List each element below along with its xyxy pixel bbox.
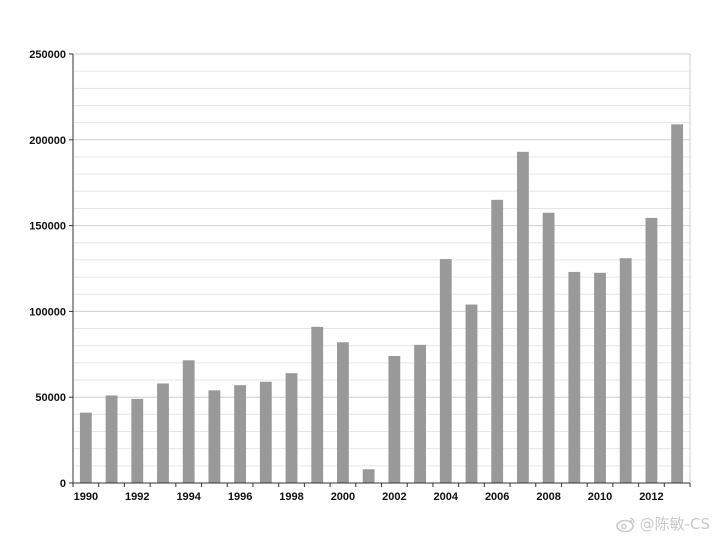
bar-2007 [516,151,529,483]
bar-1992 [131,398,144,483]
y-tick-label: 50000 [35,392,66,404]
bar-2002 [388,356,401,483]
bar-1999 [311,326,324,483]
bar-1990 [79,412,92,483]
x-tick-label: 2010 [588,491,612,503]
bar-1995 [208,390,221,483]
x-tick-label: 2012 [639,491,663,503]
bar-2008 [542,212,555,484]
weibo-icon [615,516,636,532]
x-tick-label: 1994 [176,491,201,503]
bar-1994 [182,360,195,483]
bar-2000 [337,342,349,483]
bar-2003 [414,344,426,483]
bar-1991 [105,395,118,483]
bar-2011 [619,258,632,483]
x-tick-label: 1998 [279,491,303,503]
bar-2004 [439,259,452,483]
watermark-text: @陈敏-CS [639,515,710,533]
bars [79,124,684,484]
y-tick-label: 250000 [29,49,66,61]
x-tick-label: 2002 [382,491,406,503]
bar-2009 [568,271,581,483]
x-tick-label: 1996 [228,491,252,503]
bar-1997 [259,381,272,483]
x-tick-label: 2008 [536,491,560,503]
x-tick-label: 1992 [125,491,149,503]
y-axis-tick-labels: 0 50000 100000 150000 200000 250000 [29,49,66,490]
bar-1993 [157,383,169,483]
watermark: @陈敏-CS [615,513,710,534]
bar-2010 [594,272,606,483]
bar-2001 [362,469,375,483]
gridlines [73,53,690,467]
y-tick-label: 200000 [29,135,66,147]
axes [69,53,691,487]
bar-2012 [645,217,658,484]
bar-2013 [671,124,684,483]
bar-1996 [234,385,247,483]
x-tick-label: 2004 [434,491,459,503]
bar-1998 [285,373,298,483]
x-axis-tick-labels: 1990 1992 1994 1996 1998 2000 2002 2004 2006 2008… [74,491,664,503]
x-tick-label: 1990 [74,491,98,503]
x-tick-label: 2000 [331,491,355,503]
x-tick-label: 2006 [485,491,509,503]
y-tick-label: 150000 [29,221,66,233]
y-tick-label: 0 [60,478,66,490]
bar-2006 [491,199,504,484]
bar-2005 [465,304,478,483]
y-tick-label: 100000 [29,306,66,318]
